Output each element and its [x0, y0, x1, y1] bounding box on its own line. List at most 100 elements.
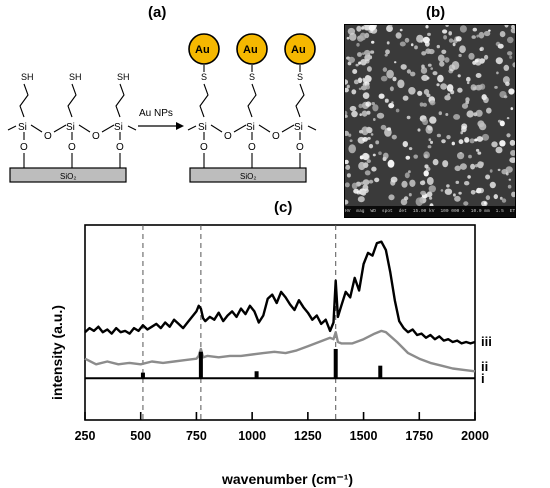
- sem-particle: [388, 102, 395, 109]
- sem-particle: [356, 25, 362, 32]
- sem-particle: [488, 29, 491, 32]
- sem-particle: [438, 111, 442, 116]
- panel-label-a: (a): [148, 4, 167, 21]
- sem-particle: [423, 89, 430, 95]
- sem-particle: [493, 194, 498, 200]
- sem-particle: [441, 139, 446, 144]
- stick-peak: [333, 348, 338, 379]
- sem-particle: [375, 140, 380, 145]
- sem-particle: [458, 53, 462, 58]
- panel-label-c: (c): [274, 199, 293, 216]
- sem-particle: [402, 141, 408, 148]
- sem-particle: [357, 35, 364, 42]
- sem-particle: [476, 34, 479, 38]
- siloxane-bond: [258, 124, 271, 133]
- sulfur-atom-label: S: [297, 72, 303, 82]
- sem-particle: [366, 159, 371, 164]
- sem-particle: [474, 59, 479, 63]
- sem-particle: [495, 57, 503, 65]
- stick-peak: [140, 372, 145, 379]
- sem-particle: [491, 141, 498, 148]
- sem-particle: [376, 112, 385, 119]
- sem-particle: [380, 124, 387, 130]
- x-axis-label: wavenumber (cm⁻¹): [221, 471, 353, 487]
- sem-particle: [489, 181, 496, 189]
- sem-particle: [371, 102, 375, 106]
- sem-particle: [427, 63, 432, 67]
- sem-particle: [429, 196, 433, 200]
- sem-particle: [439, 61, 445, 67]
- sem-particle: [453, 114, 461, 120]
- sem-particle: [485, 195, 491, 201]
- siloxane-bond: [30, 124, 43, 133]
- sem-particle: [459, 163, 467, 170]
- thiol-group-label: SH: [69, 72, 82, 82]
- sem-particle: [409, 179, 416, 187]
- sem-particle: [361, 190, 367, 196]
- sem-particle: [404, 172, 410, 179]
- sem-particle: [445, 113, 449, 116]
- dashed-reference-lines: [142, 225, 337, 420]
- sem-particle: [436, 44, 440, 49]
- sem-particle: [502, 76, 510, 84]
- sem-micrograph: HV mag WD spot det 15.00 kV 100 000 x 10.0 mm 1.…: [344, 24, 516, 218]
- sem-particle: [364, 32, 370, 39]
- sem-particle: [477, 151, 482, 155]
- sem-particle: [371, 40, 375, 44]
- substrate-label: SiO₂: [60, 172, 76, 181]
- sem-particle: [358, 103, 363, 109]
- sem-particle: [446, 84, 454, 92]
- sem-info-item: 10.0 mm: [470, 209, 490, 214]
- sem-particle: [374, 25, 377, 27]
- sem-nanoparticles: [345, 25, 515, 208]
- sem-particle: [437, 74, 444, 83]
- sem-info-item: 100 000 x: [440, 209, 465, 214]
- sem-particle: [371, 166, 377, 172]
- sem-particle: [422, 102, 427, 107]
- arrow-label: Au NPs: [139, 108, 173, 119]
- x-axis: 250 500 750 1000 1250 1500 1750 2000: [75, 412, 489, 443]
- sem-particle: [506, 133, 511, 138]
- sem-particle: [436, 83, 440, 87]
- sem-particle: [410, 43, 414, 47]
- sem-particle: [366, 126, 372, 134]
- siloxane-bond: [78, 124, 91, 133]
- silicon-atom-label: Si: [294, 122, 303, 133]
- sem-particle: [362, 179, 370, 186]
- sem-particle: [466, 81, 470, 85]
- spectrum-line-ii: [84, 329, 476, 373]
- sem-particle: [465, 97, 470, 103]
- sem-particle: [351, 110, 358, 118]
- x-tick-label: 250: [75, 429, 96, 443]
- sem-particle: [447, 93, 451, 96]
- sem-particle: [475, 73, 482, 78]
- methyl-bond: [187, 125, 197, 131]
- sem-particle: [355, 63, 359, 67]
- sem-particle: [441, 49, 447, 54]
- sem-particle: [419, 102, 424, 107]
- sem-info-bar: HV mag WD spot det 15.00 kV 100 000 x 10.0 mm 1.…: [345, 206, 515, 217]
- x-tick-label: 1500: [350, 429, 378, 443]
- nanoparticle-label: Au: [291, 44, 306, 56]
- sem-particle: [483, 30, 491, 37]
- sem-particle: [454, 165, 461, 172]
- sem-particle: [421, 180, 425, 184]
- sem-particle: [352, 69, 358, 74]
- sem-particle: [432, 71, 438, 76]
- sem-particle: [499, 140, 506, 147]
- panel-label-b: (b): [426, 4, 446, 21]
- sem-particle: [436, 133, 441, 138]
- sem-particle: [362, 92, 370, 99]
- sem-particle: [503, 95, 508, 99]
- x-tick-label: 500: [130, 429, 151, 443]
- sem-particle: [425, 25, 429, 29]
- sem-particle: [349, 105, 357, 112]
- alkyl-chain: [295, 83, 305, 118]
- siloxane-bond: [101, 124, 115, 133]
- sem-particle: [345, 110, 348, 116]
- substrate-slab: [189, 167, 307, 183]
- sem-particle: [417, 128, 421, 132]
- sem-info-item: mag: [356, 209, 365, 214]
- sem-particle: [345, 182, 350, 188]
- sem-particle: [507, 184, 512, 189]
